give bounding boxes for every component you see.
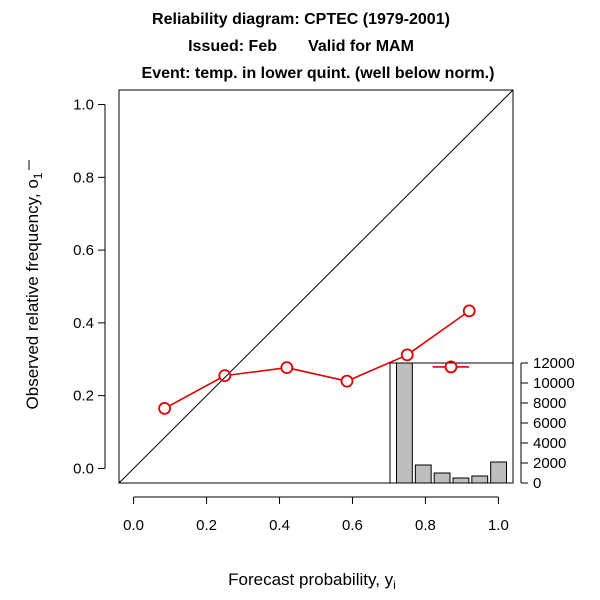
x-axis-label: Forecast probability, yi bbox=[228, 570, 396, 592]
histogram-bar bbox=[471, 475, 489, 484]
series-segment bbox=[411, 313, 465, 353]
data-point bbox=[158, 402, 172, 415]
histogram-tick-label: 12000 bbox=[533, 355, 575, 372]
series-segment bbox=[292, 368, 342, 381]
y-tick-label: 1.0 bbox=[73, 97, 94, 114]
y-axis-label-text: Observed relative frequency, o bbox=[23, 179, 42, 409]
y-tick-label: 0.8 bbox=[73, 169, 94, 186]
histogram-tick-label: 6000 bbox=[533, 415, 566, 432]
data-point bbox=[218, 369, 232, 383]
y-axis-label: Observed relative frequency, o1 bbox=[23, 172, 45, 409]
chart-title-line-3: Event: temp. in lower quint. (well below… bbox=[142, 65, 495, 82]
histogram-tick-label: 0 bbox=[533, 475, 541, 492]
data-point bbox=[444, 360, 458, 374]
x-axis-label-text: Forecast probability, y bbox=[228, 570, 394, 589]
chart-title-line-2: Issued: Feb Valid for MAM bbox=[188, 38, 414, 55]
histogram-layer: 0 2000 4000 6000 8000 10000 12000 bbox=[389, 355, 575, 492]
histogram-bar bbox=[414, 464, 432, 484]
data-point bbox=[400, 348, 414, 362]
x-tick-label: 0.6 bbox=[342, 517, 363, 534]
x-tick-label: 1.0 bbox=[488, 517, 509, 534]
histogram-tick-label: 2000 bbox=[533, 455, 566, 472]
series-segment bbox=[230, 367, 281, 376]
x-tick-label: 0.2 bbox=[196, 517, 217, 534]
y-tick-label: 0.0 bbox=[73, 460, 94, 477]
y-axis-label-subscript: 1 bbox=[31, 172, 45, 179]
y-tick-label: 0.6 bbox=[73, 242, 94, 259]
axes-layer: 0.0 0.2 0.4 0.6 0.8 1.0 0.0 0.2 0.4 0.6 0.8 1.0 bbox=[73, 89, 514, 534]
x-tick-label: 0.8 bbox=[415, 517, 436, 534]
y-tick-label: 0.4 bbox=[73, 315, 94, 332]
data-point bbox=[280, 361, 294, 375]
histogram-tick-label: 4000 bbox=[533, 435, 566, 452]
histogram-tick-label: 10000 bbox=[533, 375, 575, 392]
x-tick-label: 0.0 bbox=[123, 517, 144, 534]
histogram-bar bbox=[396, 362, 413, 484]
series-segment bbox=[169, 377, 220, 407]
x-axis-label-subscript: i bbox=[393, 578, 396, 592]
histogram-bar bbox=[490, 461, 507, 484]
data-point bbox=[340, 374, 354, 388]
data-layer bbox=[158, 304, 476, 415]
perfect-reliability-diagonal bbox=[118, 89, 514, 484]
y-tick-label: 0.2 bbox=[73, 388, 94, 405]
chart-title-line-1: Reliability diagram: CPTEC (1979-2001) bbox=[152, 11, 450, 28]
data-point bbox=[462, 304, 476, 318]
histogram-bar bbox=[433, 472, 451, 484]
histogram-tick-label: 8000 bbox=[533, 395, 566, 412]
x-tick-label: 0.4 bbox=[269, 517, 290, 534]
plot-frame bbox=[118, 89, 514, 484]
histogram-bar bbox=[452, 477, 470, 484]
series-segment bbox=[352, 356, 403, 380]
